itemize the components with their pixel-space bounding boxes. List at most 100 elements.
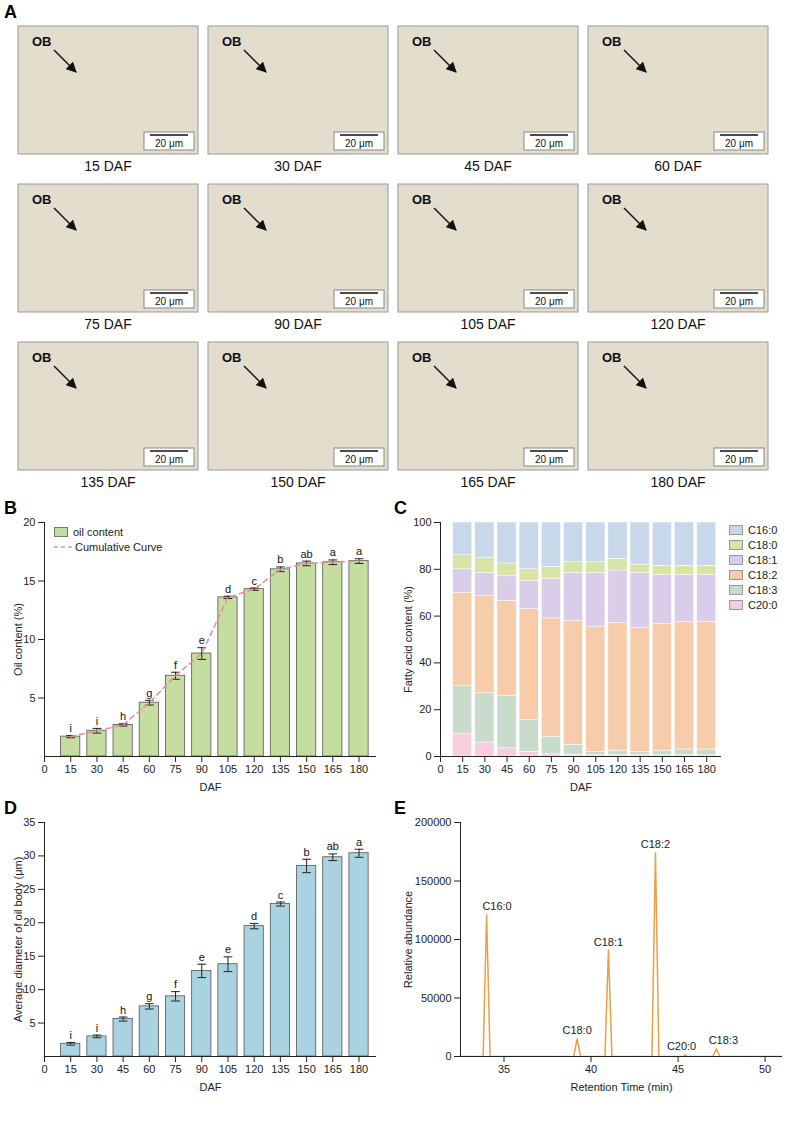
svg-text:45: 45 <box>501 763 513 775</box>
svg-text:ab: ab <box>300 548 312 560</box>
svg-text:40: 40 <box>419 656 431 668</box>
svg-text:15: 15 <box>23 950 35 962</box>
svg-text:20 μm: 20 μm <box>725 138 753 149</box>
svg-text:60: 60 <box>143 763 155 775</box>
svg-text:20 μm: 20 μm <box>345 454 373 465</box>
svg-text:A: A <box>4 2 17 22</box>
svg-text:OB: OB <box>222 350 242 365</box>
svg-text:0: 0 <box>425 750 431 762</box>
svg-text:20 μm: 20 μm <box>155 296 183 307</box>
svg-text:75 DAF: 75 DAF <box>84 316 131 332</box>
svg-text:OB: OB <box>32 34 52 49</box>
svg-text:10: 10 <box>23 633 35 645</box>
svg-text:0: 0 <box>437 763 443 775</box>
svg-text:165: 165 <box>324 1063 342 1075</box>
svg-text:C20:0: C20:0 <box>667 1040 696 1052</box>
svg-text:Average diameter of oil body (: Average diameter of oil body (μm) <box>12 857 24 1023</box>
svg-text:C18:1: C18:1 <box>594 936 623 948</box>
svg-text:135: 135 <box>271 1063 289 1075</box>
svg-text:g: g <box>146 990 152 1002</box>
svg-text:OB: OB <box>602 350 622 365</box>
svg-text:20 μm: 20 μm <box>535 296 563 307</box>
svg-text:i: i <box>96 1022 98 1034</box>
svg-text:i: i <box>69 722 71 734</box>
svg-text:C18:0: C18:0 <box>562 1024 591 1036</box>
svg-text:50: 50 <box>759 1063 771 1075</box>
svg-text:180: 180 <box>350 1063 368 1075</box>
svg-text:e: e <box>199 951 205 963</box>
svg-text:OB: OB <box>32 192 52 207</box>
svg-text:40: 40 <box>585 1063 597 1075</box>
svg-text:20 μm: 20 μm <box>725 296 753 307</box>
svg-text:35: 35 <box>23 816 35 828</box>
svg-text:120 DAF: 120 DAF <box>650 316 705 332</box>
svg-text:i: i <box>96 715 98 727</box>
svg-text:0: 0 <box>41 1063 47 1075</box>
svg-text:OB: OB <box>412 350 432 365</box>
svg-text:f: f <box>174 978 178 990</box>
svg-text:120: 120 <box>245 1063 263 1075</box>
svg-text:c: c <box>278 889 284 901</box>
svg-text:90: 90 <box>196 1063 208 1075</box>
svg-text:DAF: DAF <box>570 781 592 793</box>
svg-text:20 μm: 20 μm <box>725 454 753 465</box>
svg-text:180 DAF: 180 DAF <box>650 474 705 490</box>
svg-text:10: 10 <box>23 983 35 995</box>
svg-text:45 DAF: 45 DAF <box>464 158 511 174</box>
svg-text:OB: OB <box>222 34 242 49</box>
svg-text:20 μm: 20 μm <box>345 296 373 307</box>
svg-text:20 μm: 20 μm <box>535 138 563 149</box>
svg-text:60 DAF: 60 DAF <box>654 158 701 174</box>
svg-text:135 DAF: 135 DAF <box>80 474 135 490</box>
svg-text:0: 0 <box>445 1050 451 1062</box>
svg-text:105: 105 <box>219 763 237 775</box>
svg-text:120: 120 <box>609 763 627 775</box>
svg-text:20: 20 <box>23 516 35 528</box>
svg-text:200000: 200000 <box>415 816 452 828</box>
svg-text:a: a <box>356 545 363 557</box>
svg-text:150 DAF: 150 DAF <box>270 474 325 490</box>
svg-text:30: 30 <box>91 763 103 775</box>
svg-text:150000: 150000 <box>415 875 452 887</box>
svg-text:f: f <box>174 659 178 671</box>
svg-text:5: 5 <box>29 692 35 704</box>
svg-text:90: 90 <box>567 763 579 775</box>
svg-text:150: 150 <box>297 1063 315 1075</box>
svg-text:60: 60 <box>143 1063 155 1075</box>
svg-text:OB: OB <box>222 192 242 207</box>
svg-text:15: 15 <box>23 575 35 587</box>
svg-text:OB: OB <box>32 350 52 365</box>
svg-text:C18:2: C18:2 <box>641 838 670 850</box>
svg-text:5: 5 <box>29 1017 35 1029</box>
svg-text:a: a <box>330 546 337 558</box>
svg-text:C18:3: C18:3 <box>709 1034 738 1046</box>
svg-text:DAF: DAF <box>200 1081 222 1093</box>
svg-text:75: 75 <box>169 1063 181 1075</box>
svg-text:0: 0 <box>41 763 47 775</box>
svg-text:75: 75 <box>545 763 557 775</box>
svg-text:165: 165 <box>324 763 342 775</box>
svg-text:20: 20 <box>419 703 431 715</box>
svg-text:OB: OB <box>602 192 622 207</box>
svg-text:80: 80 <box>419 563 431 575</box>
svg-text:105 DAF: 105 DAF <box>460 316 515 332</box>
svg-text:a: a <box>356 836 363 848</box>
svg-text:20: 20 <box>23 916 35 928</box>
svg-text:105: 105 <box>219 1063 237 1075</box>
svg-text:20 μm: 20 μm <box>155 138 183 149</box>
svg-text:15: 15 <box>457 763 469 775</box>
svg-text:b: b <box>277 553 283 565</box>
svg-text:Relative abundance: Relative abundance <box>402 891 414 988</box>
svg-text:e: e <box>225 943 231 955</box>
svg-text:30: 30 <box>23 849 35 861</box>
svg-text:h: h <box>120 710 126 722</box>
svg-text:25: 25 <box>23 883 35 895</box>
svg-text:90: 90 <box>196 763 208 775</box>
svg-text:e: e <box>199 634 205 646</box>
svg-text:165 DAF: 165 DAF <box>460 474 515 490</box>
svg-text:30: 30 <box>479 763 491 775</box>
svg-text:120: 120 <box>245 763 263 775</box>
svg-text:75: 75 <box>169 763 181 775</box>
svg-text:180: 180 <box>698 763 716 775</box>
svg-text:20 μm: 20 μm <box>345 138 373 149</box>
